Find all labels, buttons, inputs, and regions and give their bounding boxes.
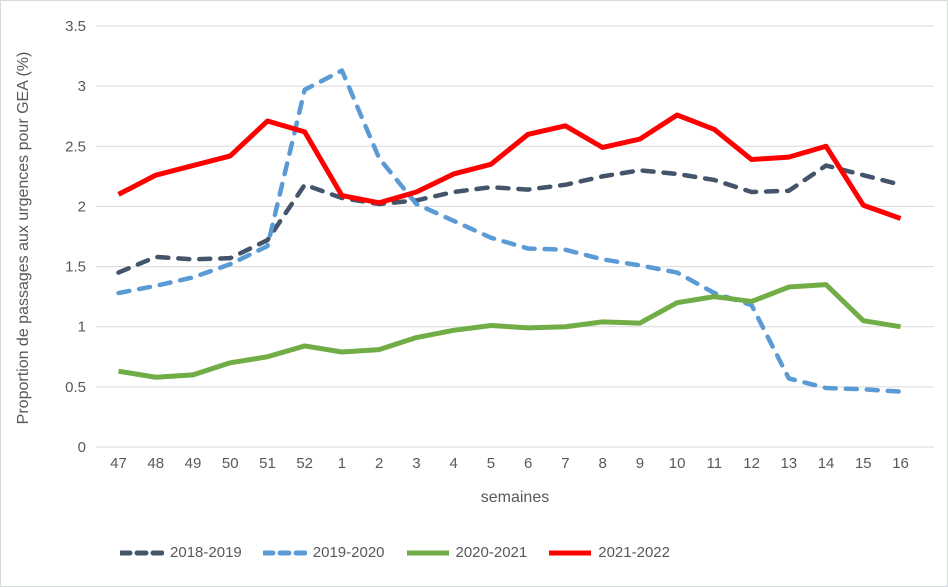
legend: 2018-2019 2019-2020 2020-2021 2021-2022	[1, 544, 947, 561]
legend-item-2018-2019: 2018-2019	[120, 544, 242, 561]
legend-line-sample	[120, 550, 165, 555]
legend-label: 2019-2020	[312, 544, 385, 561]
x-axis-title: semaines	[480, 489, 550, 506]
legend-label: 2020-2021	[455, 544, 528, 561]
y-tick-label: 0	[78, 439, 86, 456]
y-tick-label: 1.5	[65, 259, 86, 276]
legend-line-sample	[262, 550, 307, 555]
legend-line-sample	[406, 550, 449, 555]
x-tick-label: 8	[598, 455, 606, 472]
x-tick-label: 11	[707, 455, 723, 472]
x-tick-label: 6	[524, 455, 532, 472]
x-tick-label: 16	[892, 455, 909, 472]
y-tick-labels: 0 0.5 1 1.5 2 2.5 3 3.5	[65, 18, 86, 456]
x-tick-label: 9	[636, 455, 644, 472]
legend-item-2021-2022: 2021-2022	[548, 544, 670, 561]
x-tick-label: 12	[743, 455, 760, 472]
series-line-2018-2019	[116, 163, 903, 275]
y-tick-label: 2	[78, 198, 86, 215]
x-tick-label: 14	[818, 455, 835, 472]
x-tick-label: 48	[147, 455, 164, 472]
series-line-2019-2020	[116, 68, 903, 394]
y-tick-label: 3.5	[65, 18, 86, 35]
x-tick-label: 2	[375, 455, 383, 472]
x-tick-label: 13	[780, 455, 797, 472]
x-tick-label: 52	[296, 455, 313, 472]
series-line-2020-2021	[118, 282, 901, 380]
legend-item-2019-2020: 2019-2020	[262, 544, 385, 561]
x-tick-label: 10	[669, 455, 686, 472]
x-tick-label: 7	[561, 455, 569, 472]
x-tick-label: 50	[222, 455, 239, 472]
y-axis-title: Proportion de passages aux urgences pour…	[15, 51, 32, 425]
legend-label: 2021-2022	[598, 544, 670, 561]
x-tick-label: 15	[855, 455, 872, 472]
y-tick-label: 0.5	[65, 379, 86, 396]
x-tick-label: 1	[338, 455, 346, 472]
legend-item-2020-2021: 2020-2021	[406, 544, 528, 561]
series-line-2021-2022	[117, 112, 902, 221]
legend-label: 2018-2019	[170, 544, 242, 561]
x-tick-label: 49	[185, 455, 202, 472]
x-tick-label: 4	[449, 455, 457, 472]
x-tick-labels: 47 48 49 50 51 52 1 2 3 4 5 6 7 8 9 10 11 12 13 14 15 16	[110, 455, 909, 472]
x-tick-label: 3	[412, 455, 420, 472]
y-tick-label: 3	[78, 78, 86, 95]
x-tick-label: 47	[110, 455, 127, 472]
legend-line-sample	[549, 550, 592, 555]
x-tick-label: 51	[259, 455, 276, 472]
y-tick-label: 1	[78, 319, 86, 336]
x-tick-label: 5	[487, 455, 495, 472]
y-tick-label: 2.5	[65, 138, 86, 155]
